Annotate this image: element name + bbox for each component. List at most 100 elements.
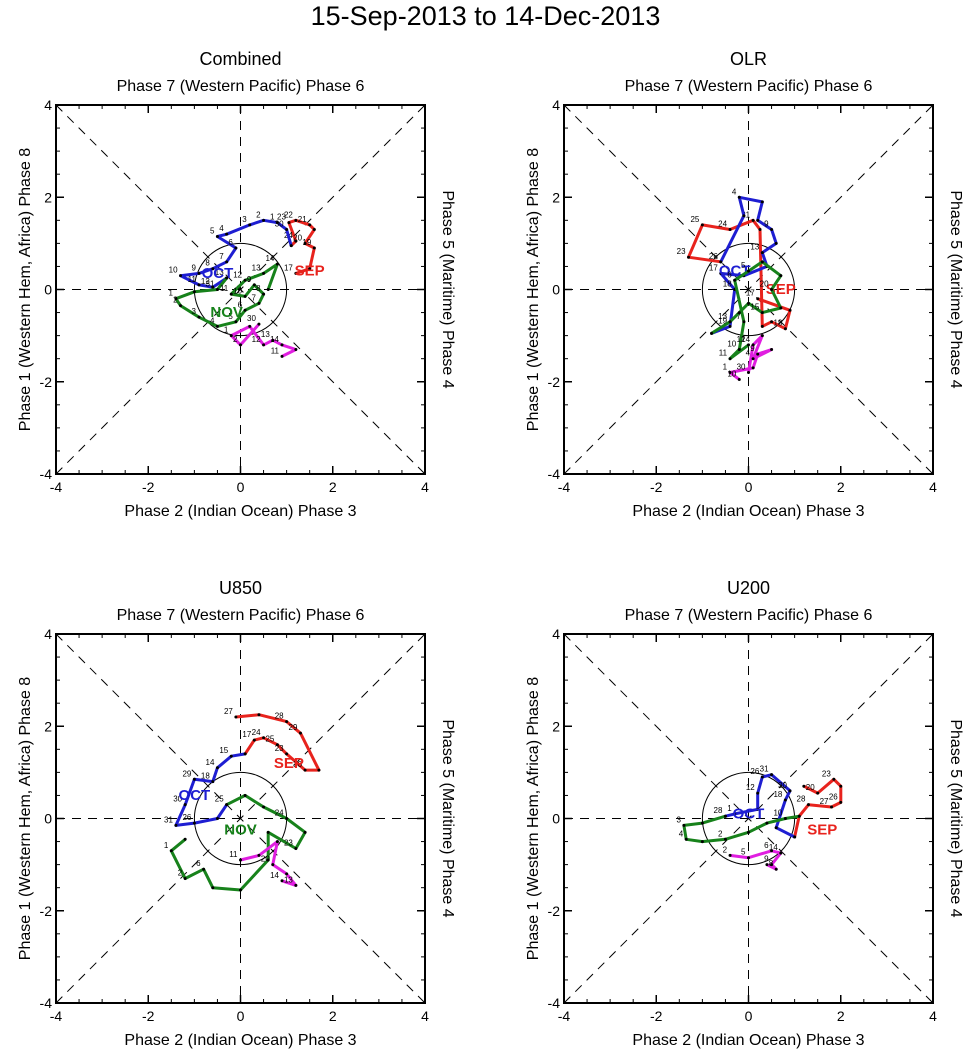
day-label: 13 (750, 243, 759, 252)
data-point (225, 276, 229, 280)
data-point (285, 228, 289, 232)
day-label: 25 (215, 795, 224, 804)
data-point (202, 867, 206, 871)
data-point (312, 228, 316, 232)
data-point (192, 821, 196, 825)
day-label: 14 (270, 335, 279, 344)
day-label: 2 (173, 296, 178, 305)
day-label: 9 (192, 263, 197, 272)
data-point (215, 817, 219, 820)
day-label: 21 (298, 215, 307, 224)
series-oct: 15 14 18 29 30 31 26 25 OCT (164, 746, 247, 827)
data-point (243, 752, 247, 756)
x-tick-label: 4 (421, 479, 429, 495)
data-point (760, 775, 764, 779)
data-point (294, 239, 298, 243)
day-label: 31 (760, 765, 769, 774)
data-point (211, 267, 215, 271)
day-label: 20 (261, 855, 270, 864)
x-tick-label: 4 (929, 479, 937, 495)
data-point (280, 879, 284, 883)
day-label: 17 (746, 289, 755, 298)
data-point (710, 331, 714, 335)
data-point (280, 343, 284, 347)
day-label: 1 (270, 213, 275, 222)
series-line-nov (169, 793, 307, 892)
day-label: 12 (201, 277, 210, 286)
day-label: 2 (723, 845, 728, 854)
day-label: 23 (822, 769, 831, 778)
data-point (211, 780, 215, 784)
data-point (737, 377, 741, 381)
day-label: 3 (676, 815, 681, 824)
data-point (211, 886, 215, 890)
data-point (788, 308, 792, 312)
day-label: 26 (829, 792, 838, 801)
x-tick-label: 0 (237, 1008, 245, 1024)
x-tick-label: 4 (929, 1008, 937, 1024)
data-point (312, 246, 316, 250)
day-label: 26 (750, 767, 759, 776)
x-axis-label: Phase 2 (Indian Ocean) Phase 3 (124, 503, 356, 520)
day-label: 25 (265, 735, 274, 744)
data-point (742, 320, 746, 324)
data-point (751, 366, 755, 370)
day-label: 13 (215, 268, 224, 277)
panel-title: U200 (727, 578, 770, 598)
month-label-sep: SEP (274, 755, 304, 772)
day-label: 9 (750, 344, 755, 353)
day-label: 2 (233, 335, 238, 344)
month-label-oct: OCT (179, 787, 211, 804)
data-point (294, 846, 298, 850)
right-axis-label: Phase 5 (Maritime) Phase 4 (947, 190, 964, 388)
data-point (257, 853, 261, 857)
data-point (275, 221, 279, 225)
data-point (317, 768, 321, 772)
day-label: 15 (750, 303, 759, 312)
day-label: 30 (275, 220, 284, 229)
data-point (303, 830, 307, 834)
series-dec: 11 20 13 14 (229, 840, 298, 887)
panel-title: U850 (219, 578, 262, 598)
data-point (239, 888, 242, 892)
day-label: 31 (206, 280, 215, 289)
data-point (266, 858, 270, 862)
y-tick-label: 0 (552, 811, 560, 827)
day-label: 19 (718, 316, 727, 325)
data-point (728, 324, 732, 328)
data-point (751, 218, 755, 222)
top-axis-label: Phase 7 (Western Pacific) Phase 6 (625, 607, 873, 624)
x-axis-label: Phase 2 (Indian Ocean) Phase 3 (632, 503, 864, 520)
data-point (770, 320, 774, 324)
y-tick-label: 0 (44, 811, 52, 827)
day-label: 4 (210, 316, 215, 325)
day-label: 28 (714, 806, 723, 815)
day-label: 11 (220, 284, 229, 293)
day-label: 6 (727, 270, 732, 279)
series-line-oct (174, 752, 246, 827)
data-point (215, 288, 219, 291)
data-point (285, 752, 289, 756)
data-point (760, 260, 764, 264)
y-axis-label: Phase 1 (Western Hem, Africa) Phase 8 (525, 677, 542, 960)
data-point (684, 837, 688, 841)
day-label: 23 (275, 744, 284, 753)
data-point (756, 352, 760, 356)
day-label: 17 (284, 263, 293, 272)
day-label: 18 (723, 280, 732, 289)
data-point (303, 768, 307, 772)
data-point (783, 817, 787, 820)
data-point (179, 304, 183, 308)
unit-circle (701, 242, 796, 337)
data-point (294, 883, 298, 887)
day-label: 24 (275, 809, 284, 818)
day-label: 10 (727, 339, 736, 348)
data-point (262, 343, 266, 347)
data-point (682, 823, 686, 827)
day-label: 24 (252, 728, 261, 737)
data-point (211, 285, 215, 289)
day-label: 30 (737, 363, 746, 372)
